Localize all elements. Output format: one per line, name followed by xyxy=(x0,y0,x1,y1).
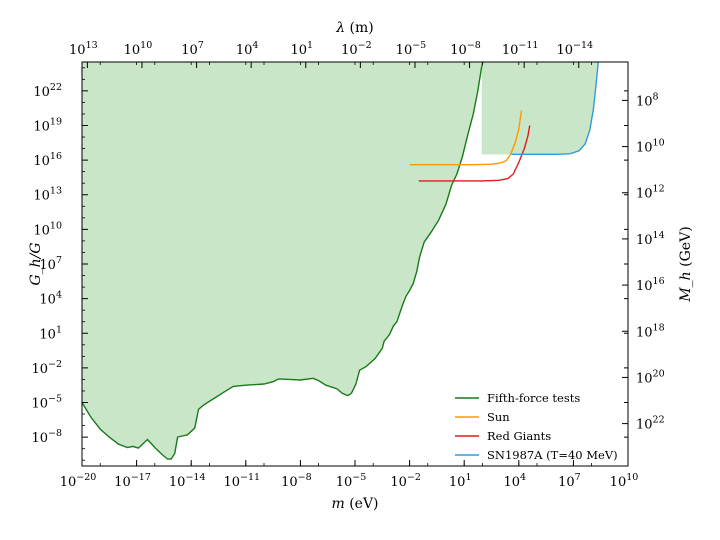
bottom-tick-label: 107 xyxy=(558,472,581,490)
top-tick-label: 104 xyxy=(236,40,259,58)
bottom-tick-label: 10−2 xyxy=(390,472,421,490)
excluded-region-bridge xyxy=(482,62,512,155)
bottom-tick-label: 1010 xyxy=(610,472,639,490)
left-tick-label: 1019 xyxy=(33,116,62,134)
right-tick-label: 108 xyxy=(636,91,659,109)
right-tick-label: 1016 xyxy=(636,276,665,294)
top-tick-label: 10−5 xyxy=(396,40,427,58)
left-tick-label: 1016 xyxy=(33,151,62,169)
left-tick-label: 10−2 xyxy=(31,359,62,377)
top-tick-label: 1010 xyxy=(124,40,153,58)
top-tick-label: 10−14 xyxy=(556,40,593,58)
bottom-tick-label: 10−8 xyxy=(281,472,312,490)
bottom-tick-label: 101 xyxy=(449,472,472,490)
top-tick-label: 10−8 xyxy=(450,40,481,58)
legend-label: SN1987A (T=40 MeV) xyxy=(487,448,618,462)
series-line-sun xyxy=(409,110,523,166)
plot-fill-layer xyxy=(82,62,599,460)
left-tick-label: 104 xyxy=(39,290,62,308)
right-tick-label: 1012 xyxy=(636,184,665,202)
excluded-region-fifth-force-tests xyxy=(82,62,483,460)
bottom-tick-label: 10−17 xyxy=(114,472,151,490)
top-tick-label: 10−2 xyxy=(341,40,372,58)
right-tick-label: 1022 xyxy=(636,415,665,433)
left-tick-label: 107 xyxy=(39,255,62,273)
bottom-tick-label: 10−11 xyxy=(223,472,260,490)
right-tick-label: 1018 xyxy=(636,322,665,340)
right-axis-title: M_h (GeV) xyxy=(678,226,694,302)
legend-label: Fifth-force tests xyxy=(487,391,580,405)
right-tick-label: 1010 xyxy=(636,138,665,156)
top-tick-label: 101 xyxy=(290,40,313,58)
left-tick-label: 101 xyxy=(39,324,62,342)
y-axis-title: G_h/G xyxy=(28,242,44,285)
bottom-tick-label: 10−14 xyxy=(169,472,206,490)
series-line-red-giants xyxy=(418,125,531,182)
top-tick-label: 10−11 xyxy=(502,40,539,58)
left-tick-label: 1013 xyxy=(33,186,62,204)
legend-label: Sun xyxy=(487,410,510,424)
left-tick-label: 10−5 xyxy=(31,394,62,412)
right-tick-label: 1014 xyxy=(636,230,665,248)
left-tick-label: 1010 xyxy=(33,220,62,238)
legend-label: Red Giants xyxy=(487,429,551,443)
top-axis-title: λ (m) xyxy=(335,20,374,36)
series-line-sn1987a-t-40-mev- xyxy=(511,61,599,155)
left-tick-label: 10−8 xyxy=(31,428,62,446)
left-tick-label: 1022 xyxy=(33,82,62,100)
x-axis-title: m (eV) xyxy=(331,496,378,512)
tick-layer: 10−20 10−17 10−14 10−11 10−8 10−5 10−2 101 104 10… xyxy=(31,40,664,490)
right-tick-label: 1020 xyxy=(636,368,665,386)
legend: Fifth-force tests Sun Red Giants SN1987A (T… xyxy=(455,391,618,462)
series-line-fifth-force-tests xyxy=(81,61,484,460)
bottom-tick-label: 104 xyxy=(504,472,527,490)
series-layer xyxy=(81,61,599,460)
excluded-region-sn1987a-t-40-mev- xyxy=(511,62,599,155)
top-tick-label: 107 xyxy=(181,40,204,58)
top-tick-label: 1013 xyxy=(69,40,98,58)
bottom-tick-label: 10−20 xyxy=(60,472,97,490)
bottom-tick-label: 10−5 xyxy=(336,472,367,490)
